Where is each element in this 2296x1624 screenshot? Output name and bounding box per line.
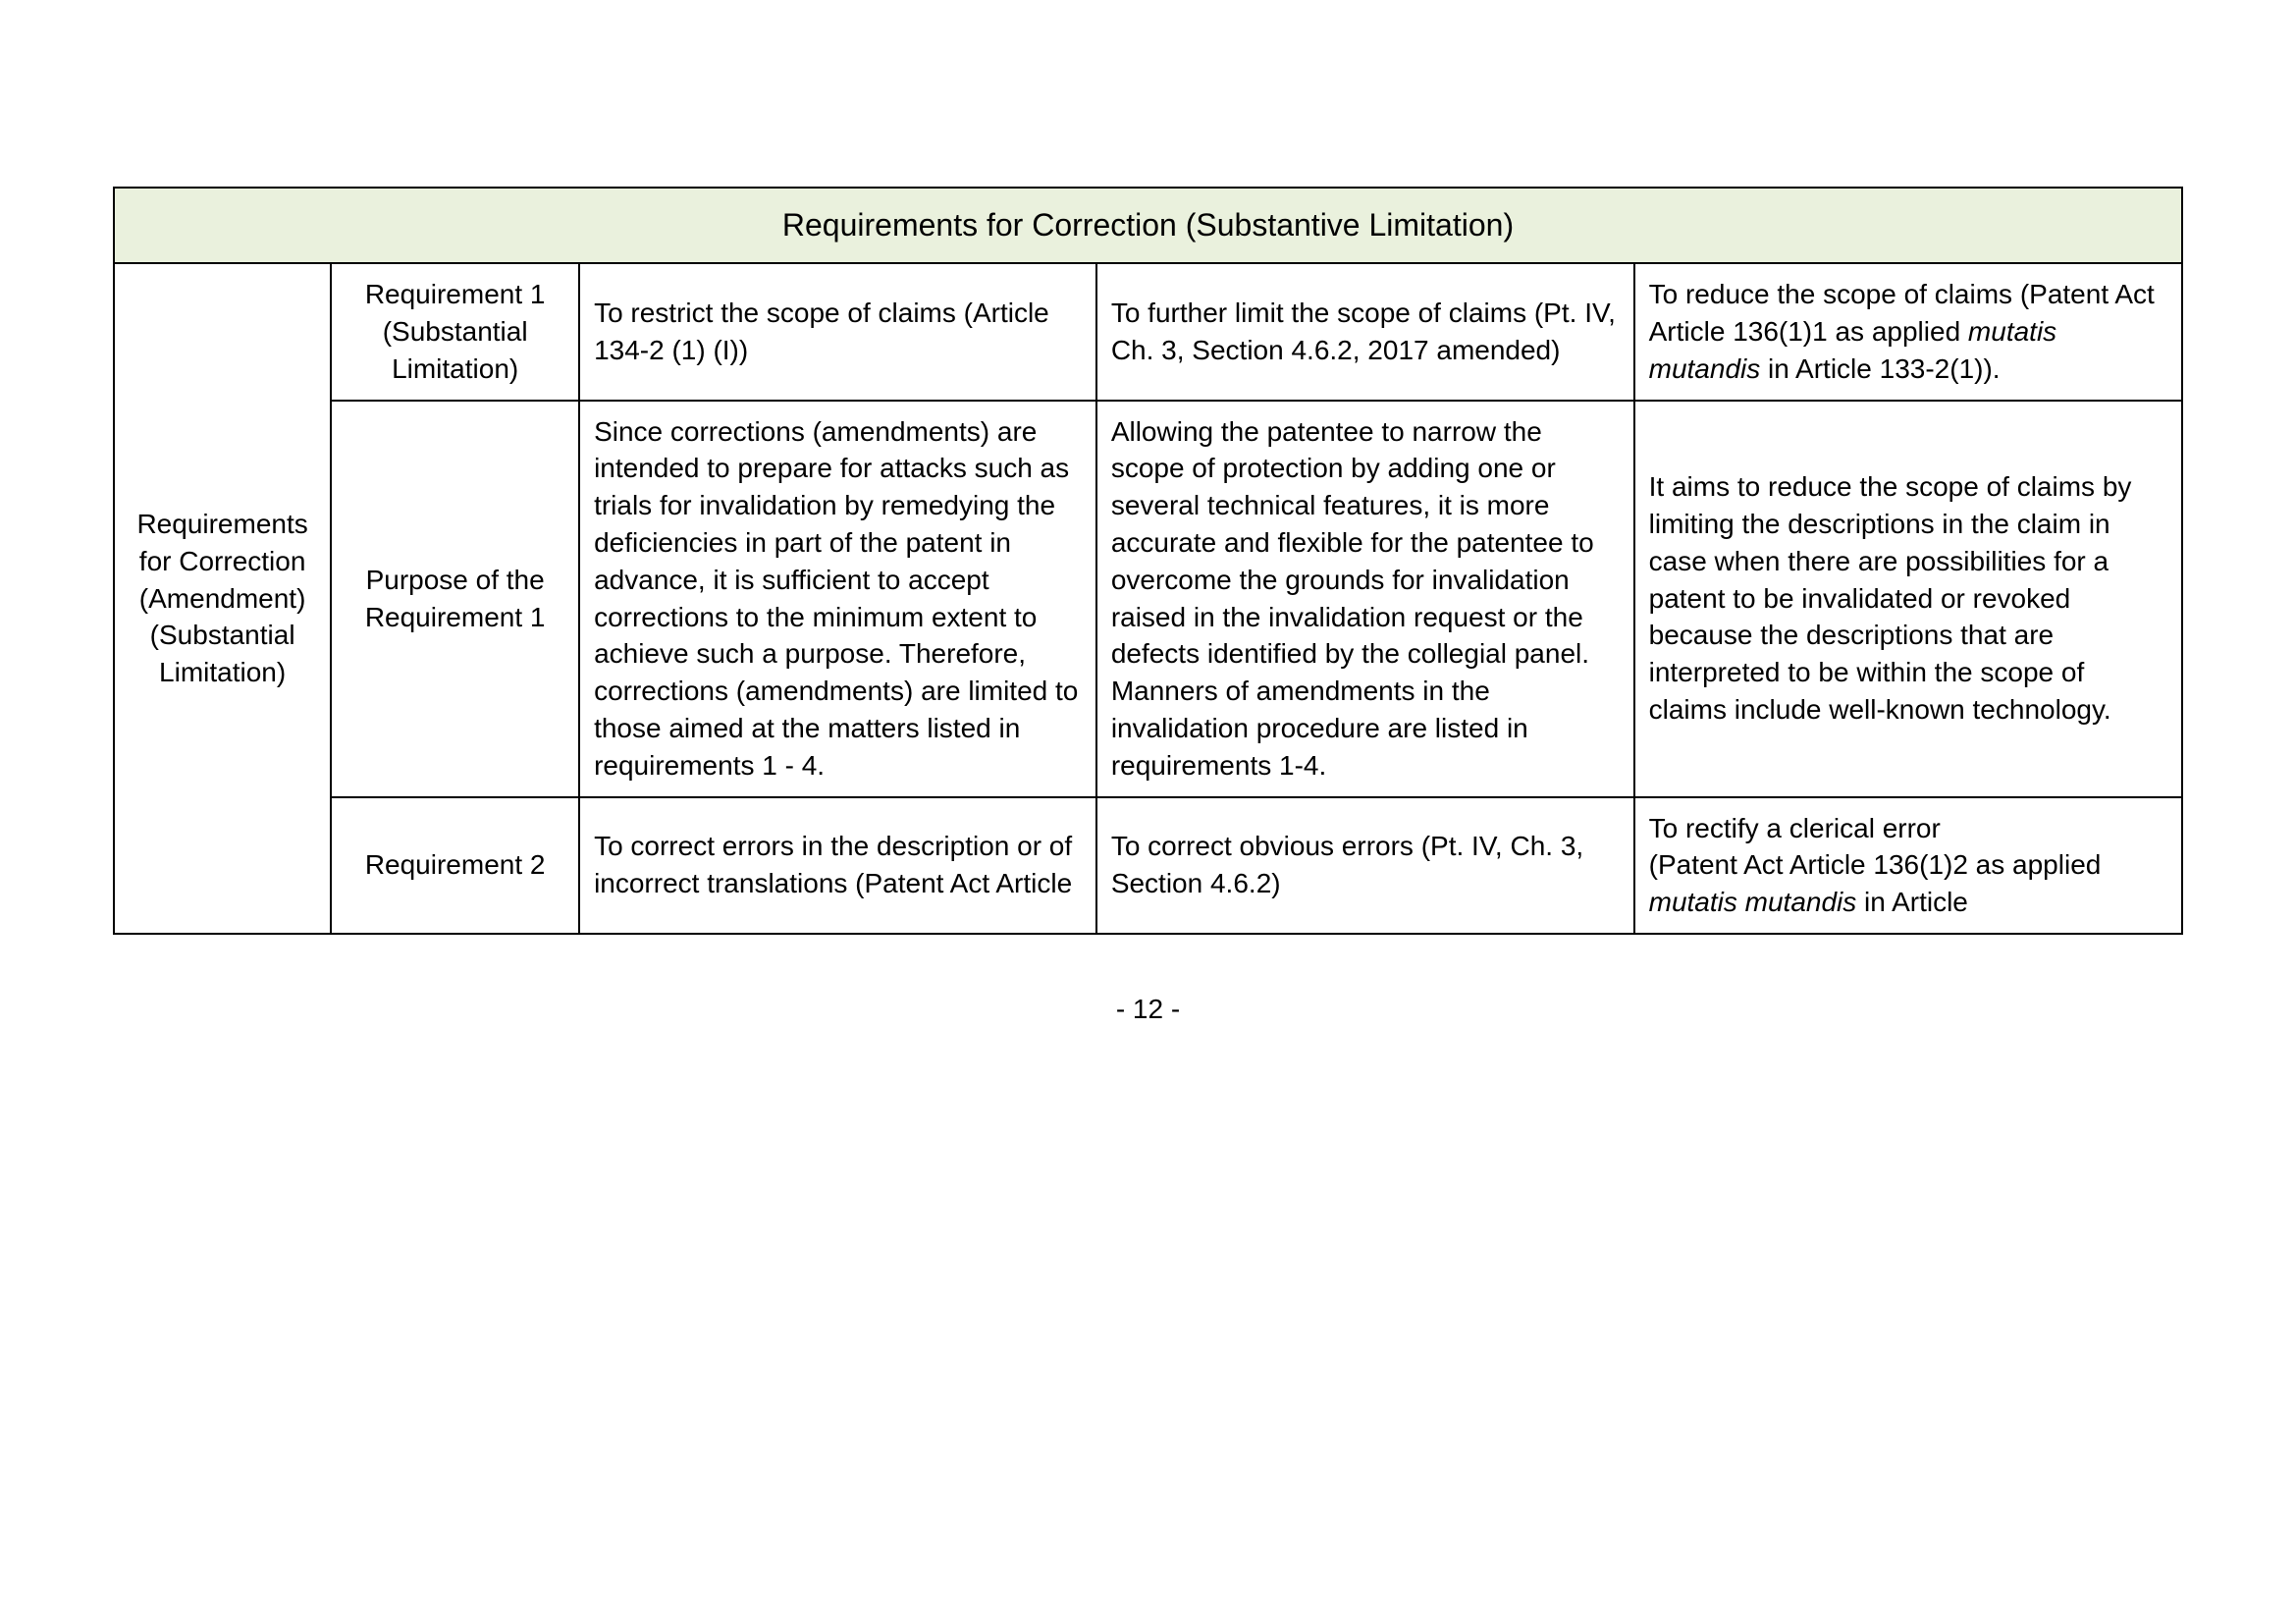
page-number: - 12 - [113,994,2183,1025]
cell-r2-c3: Since corrections (amendments) are inten… [579,401,1096,797]
cell-r1-c4: To further limit the scope of claims (Pt… [1096,263,1634,400]
cell-r3-c2: Requirement 2 [331,797,579,934]
cell-r2-c2: Purpose of the Requirement 1 [331,401,579,797]
rowspan-label: Requirements for Correction (Amendment) … [114,263,331,934]
cell-r3-c3: To correct errors in the description or … [579,797,1096,934]
table-row: Purpose of the Requirement 1 Since corre… [114,401,2182,797]
cell-r1-c5: To reduce the scope of claims (Patent Ac… [1634,263,2182,400]
cell-r1-c3: To restrict the scope of claims (Article… [579,263,1096,400]
requirements-table: Requirements for Correction (Substantive… [113,187,2183,935]
cell-r2-c4: Allowing the patentee to narrow the scop… [1096,401,1634,797]
table-title: Requirements for Correction (Substantive… [114,188,2182,263]
table-row: Requirements for Correction (Amendment) … [114,263,2182,400]
cell-r2-c5: It aims to reduce the scope of claims by… [1634,401,2182,797]
cell-r3-c4: To correct obvious errors (Pt. IV, Ch. 3… [1096,797,1634,934]
cell-r3-c5: To rectify a clerical error (Patent Act … [1634,797,2182,934]
cell-r1-c2: Requirement 1 (Substantial Limitation) [331,263,579,400]
table-row: Requirement 2 To correct errors in the d… [114,797,2182,934]
